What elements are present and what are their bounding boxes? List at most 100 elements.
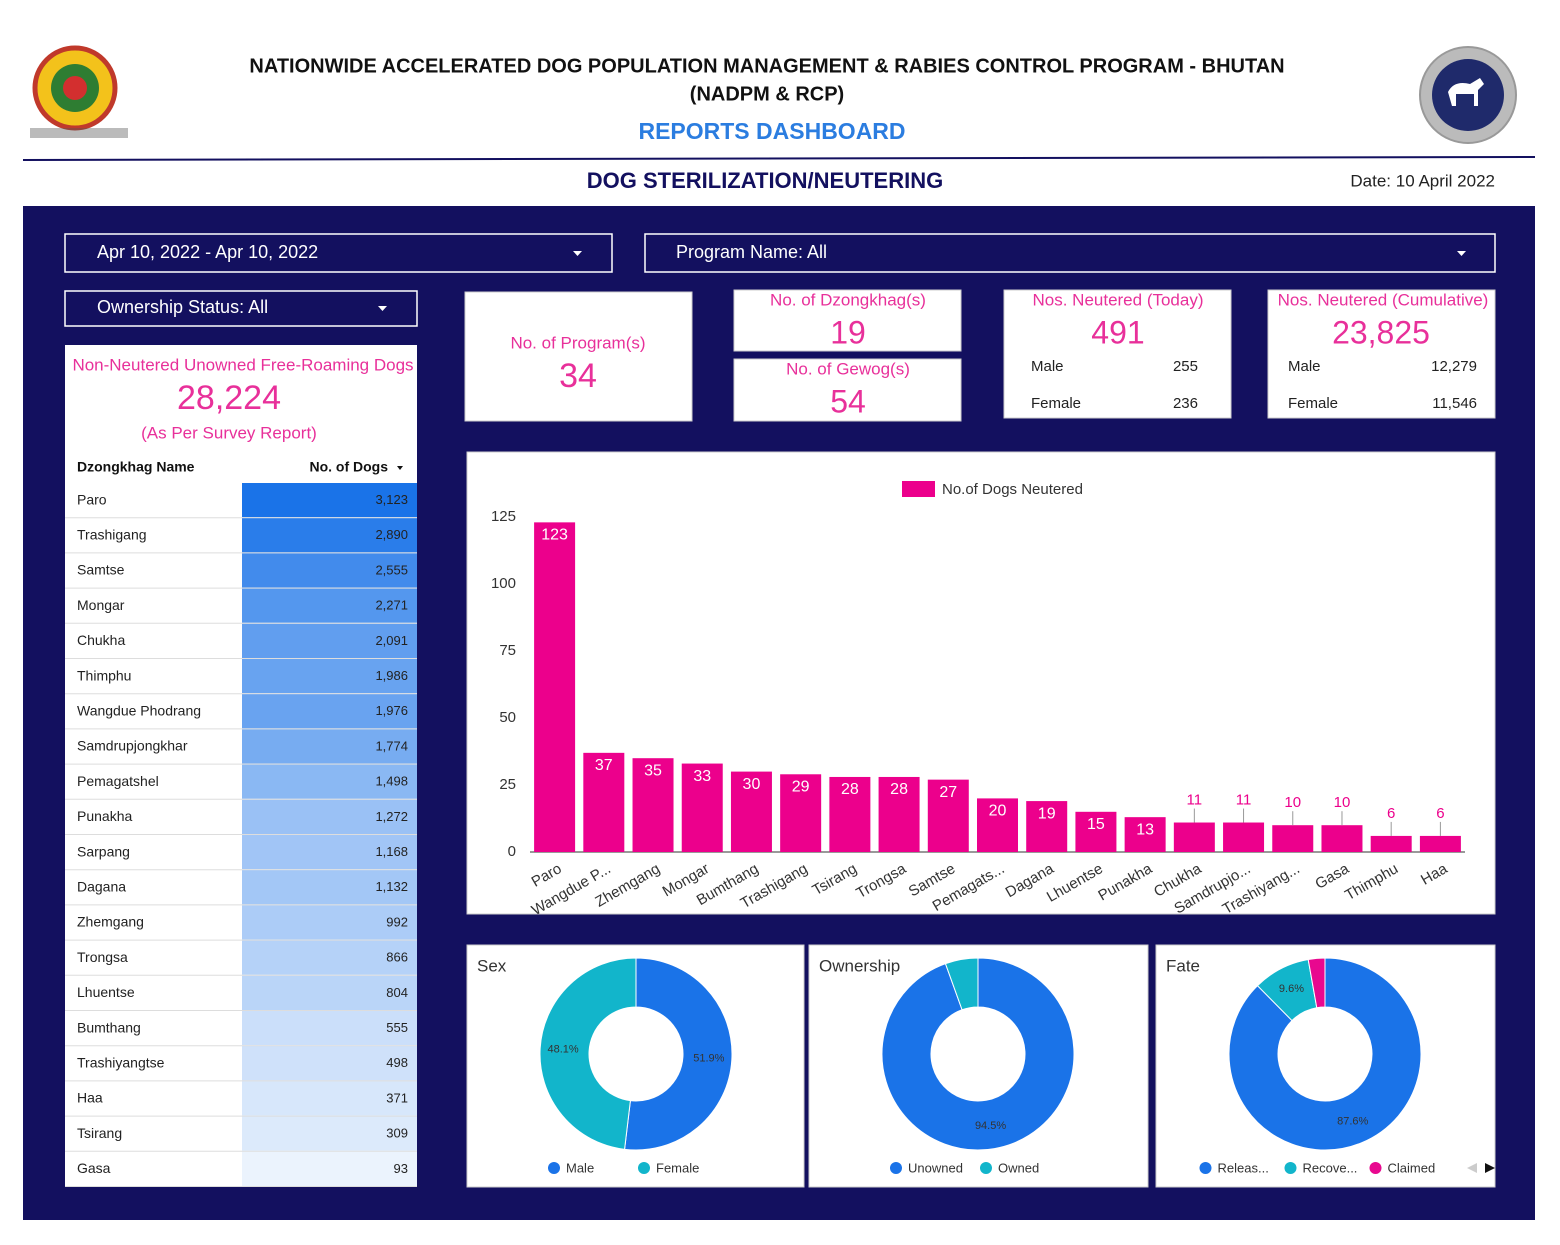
y-tick-label: 100	[491, 575, 516, 592]
bar-label: 35	[644, 762, 662, 779]
bar-label: 6	[1436, 805, 1444, 822]
table-note: (As Per Survey Report)	[141, 423, 317, 442]
dzongkhag-name: Chukha	[77, 632, 125, 648]
date-filter-text[interactable]: Apr 10, 2022 - Apr 10, 2022	[97, 242, 318, 262]
dog-count: 866	[386, 950, 408, 965]
dzongkhag-name: Trongsa	[77, 949, 128, 965]
bar	[632, 758, 674, 852]
kpi-card	[464, 291, 693, 422]
bar	[1075, 811, 1117, 852]
slice-label: 9.6%	[1279, 983, 1304, 995]
bar	[534, 522, 576, 852]
kpi-sub-value: 12,279	[1431, 358, 1477, 375]
dzongkhag-name: Trashigang	[77, 527, 147, 543]
dzongkhag-name: Pemagatshel	[77, 773, 159, 789]
kpi-label: No. of Gewog(s)	[786, 359, 910, 378]
program-filter[interactable]: Program Name: All	[644, 233, 1496, 273]
legend-label: Releas...	[1218, 1160, 1269, 1175]
pie-title: Fate	[1166, 956, 1200, 975]
date-filter[interactable]: Apr 10, 2022 - Apr 10, 2022	[64, 233, 613, 273]
donut-slice	[944, 957, 979, 1011]
dzongkhag-name: Paro	[77, 491, 107, 507]
report-date: Date: 10 April 2022	[1350, 171, 1495, 190]
legend-dot	[1199, 1162, 1212, 1174]
legend-swatch	[902, 481, 935, 497]
bar	[1419, 835, 1461, 852]
title: NATIONWIDE ACCELERATED DOG POPULATION MA…	[249, 55, 1284, 77]
dzongkhag-name: Dagana	[77, 879, 126, 895]
bar	[1370, 835, 1412, 852]
kpi-card	[733, 289, 962, 352]
table-cell-bar	[242, 870, 417, 905]
program-filter-text[interactable]: Program Name: All	[676, 242, 827, 262]
bar-label: 10	[1334, 794, 1351, 811]
table-cell-bar	[242, 764, 417, 799]
table-cell-bar	[242, 905, 417, 940]
bar	[1223, 822, 1265, 852]
kpi-value: 54	[830, 383, 866, 419]
dog-count: 1,168	[375, 844, 408, 859]
dog-count: 804	[386, 985, 408, 1000]
column-header[interactable]: No. of Dogs	[309, 459, 388, 475]
donut-slice	[539, 957, 637, 1150]
ownership-filter-text[interactable]: Ownership Status: All	[97, 297, 268, 317]
kpi-label: No. of Program(s)	[510, 333, 645, 352]
legend-prev[interactable]	[1467, 1163, 1477, 1173]
slice-label: 48.1%	[548, 1044, 579, 1056]
bar	[681, 763, 723, 852]
legend-dot	[890, 1162, 902, 1174]
bar-label: 10	[1284, 794, 1301, 811]
bar-label: 19	[1038, 805, 1056, 822]
bar-label: 6	[1387, 805, 1395, 822]
legend-dot	[638, 1162, 650, 1174]
ownership-filter[interactable]: Ownership Status: All	[64, 290, 418, 327]
dog-count: 1,986	[375, 668, 408, 683]
dzongkhag-name: Bumthang	[77, 1019, 141, 1035]
kpi-value: 19	[830, 314, 866, 350]
kpi-card	[1267, 289, 1496, 419]
table-cell-bar	[242, 553, 417, 588]
dzongkhag-name: Thimphu	[77, 667, 131, 683]
dog-count: 1,976	[375, 703, 408, 718]
legend-label: Recove...	[1303, 1160, 1358, 1175]
bar-label: 29	[792, 778, 810, 795]
kpi-sub-value: 236	[1173, 395, 1198, 412]
dog-count: 555	[386, 1020, 408, 1035]
bar-label: 27	[939, 784, 957, 801]
pie-title: Sex	[477, 956, 507, 975]
dzongkhag-name: Samtse	[77, 562, 125, 578]
bar-label: 11	[1236, 791, 1252, 808]
bar	[1321, 825, 1363, 852]
legend-label: Male	[566, 1160, 594, 1175]
table-cell-bar	[242, 588, 417, 623]
dog-count: 1,272	[375, 809, 408, 824]
bar	[1124, 817, 1166, 852]
table-cell-bar	[242, 729, 417, 764]
bar	[730, 771, 772, 852]
table-title: Non-Neutered Unowned Free-Roaming Dogs	[72, 355, 413, 374]
dzongkhag-name: Tsirang	[77, 1125, 122, 1141]
kpi-value: 491	[1091, 314, 1144, 350]
bar	[1026, 801, 1068, 852]
emblem-logo	[30, 45, 128, 138]
dzongkhag-name: Sarpang	[77, 843, 130, 859]
y-tick-label: 25	[499, 776, 516, 793]
bar-label: 37	[595, 757, 613, 774]
subtitle: REPORTS DASHBOARD	[638, 118, 905, 144]
dzongkhag-name: Lhuentse	[77, 984, 135, 1000]
y-tick-label: 75	[499, 642, 516, 659]
divider	[22, 156, 1536, 161]
kpi-label: Nos. Neutered (Today)	[1032, 290, 1203, 309]
table-cell-bar	[242, 518, 417, 553]
dzongkhag-name: Samdrupjongkhar	[77, 738, 188, 754]
pie-title: Ownership	[819, 956, 900, 975]
bar	[927, 779, 969, 852]
bar	[1272, 825, 1314, 852]
legend-next[interactable]	[1485, 1163, 1495, 1173]
dog-count: 1,774	[375, 738, 408, 753]
table-cell-bar	[242, 694, 417, 729]
sort-icon[interactable]	[397, 466, 403, 470]
bar-label: 33	[693, 768, 711, 785]
dog-count: 1,132	[375, 879, 408, 894]
